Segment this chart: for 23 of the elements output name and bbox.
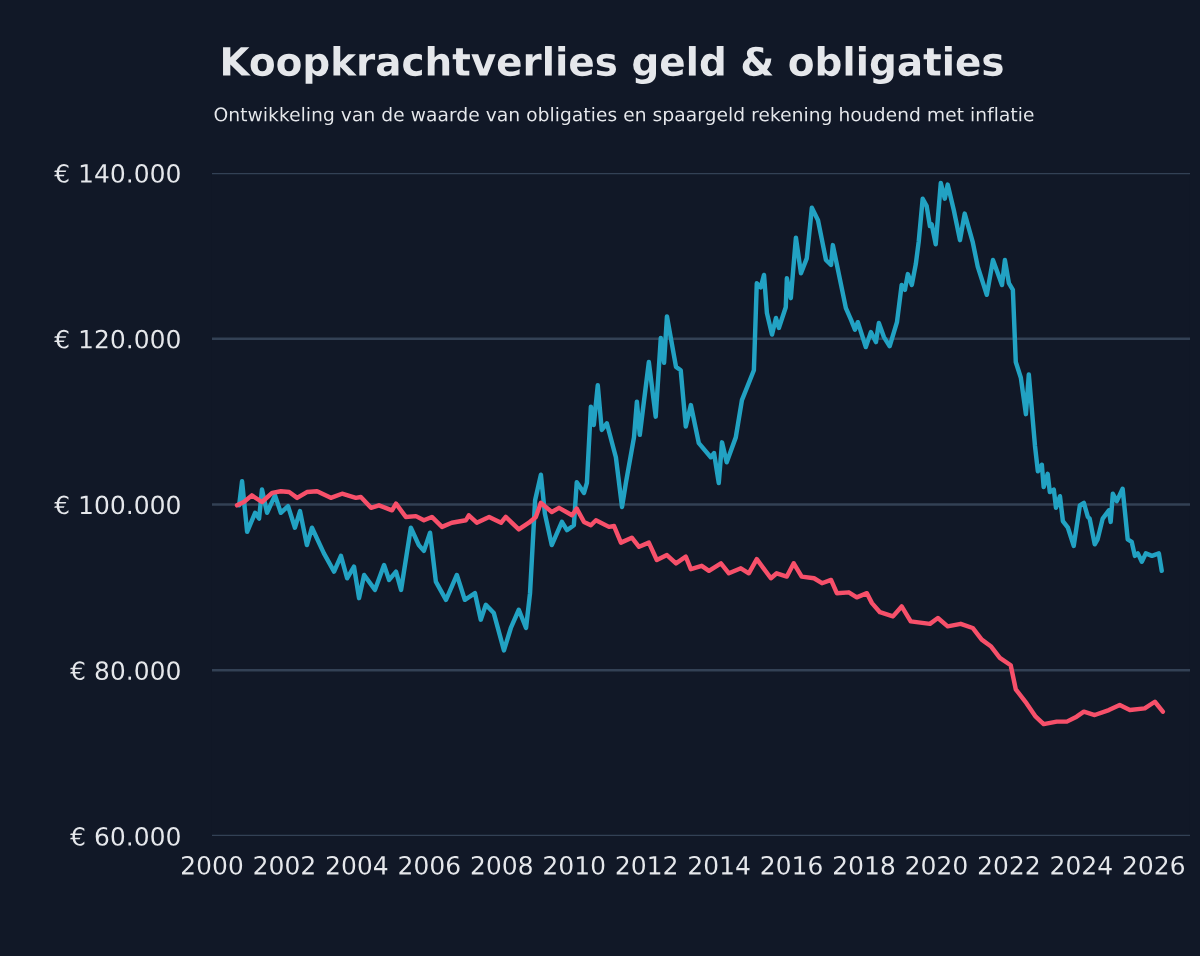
x-tick-label: 2018 — [834, 855, 895, 875]
x-tick-label: 2012 — [616, 855, 676, 875]
x-tick-label: 2000 — [182, 855, 243, 875]
line-series — [234, 489, 1166, 727]
x-tick-label: 2024 — [1051, 855, 1112, 875]
x-tick-label: 2022 — [978, 855, 1039, 875]
y-tick-label: € 140.000 — [54, 163, 180, 183]
x-tick-label: 2002 — [254, 855, 314, 875]
y-tick-label: € 60.000 — [70, 826, 180, 846]
x-tick-label: 2020 — [906, 855, 967, 875]
x-tick-label: 2006 — [399, 855, 460, 875]
y-tick-label: € 100.000 — [54, 495, 180, 515]
chart-subtitle: Ontwikkeling van de waarde van obligaties en spaargeld rekening houdend met inflatie — [214, 106, 1034, 126]
line-series — [236, 180, 1164, 653]
x-tick-label: 2026 — [1123, 855, 1185, 875]
x-tick-label: 2014 — [689, 855, 750, 875]
y-tick-label: € 120.000 — [54, 329, 180, 349]
x-tick-label: 2004 — [326, 855, 388, 875]
x-tick-label: 2008 — [471, 855, 532, 875]
x-tick-label: 2016 — [761, 855, 822, 875]
chart-title: Koopkrachtverlies geld & obligaties — [223, 46, 1003, 84]
x-tick-label: 2010 — [544, 855, 605, 875]
y-tick-label: € 80.000 — [70, 661, 180, 681]
